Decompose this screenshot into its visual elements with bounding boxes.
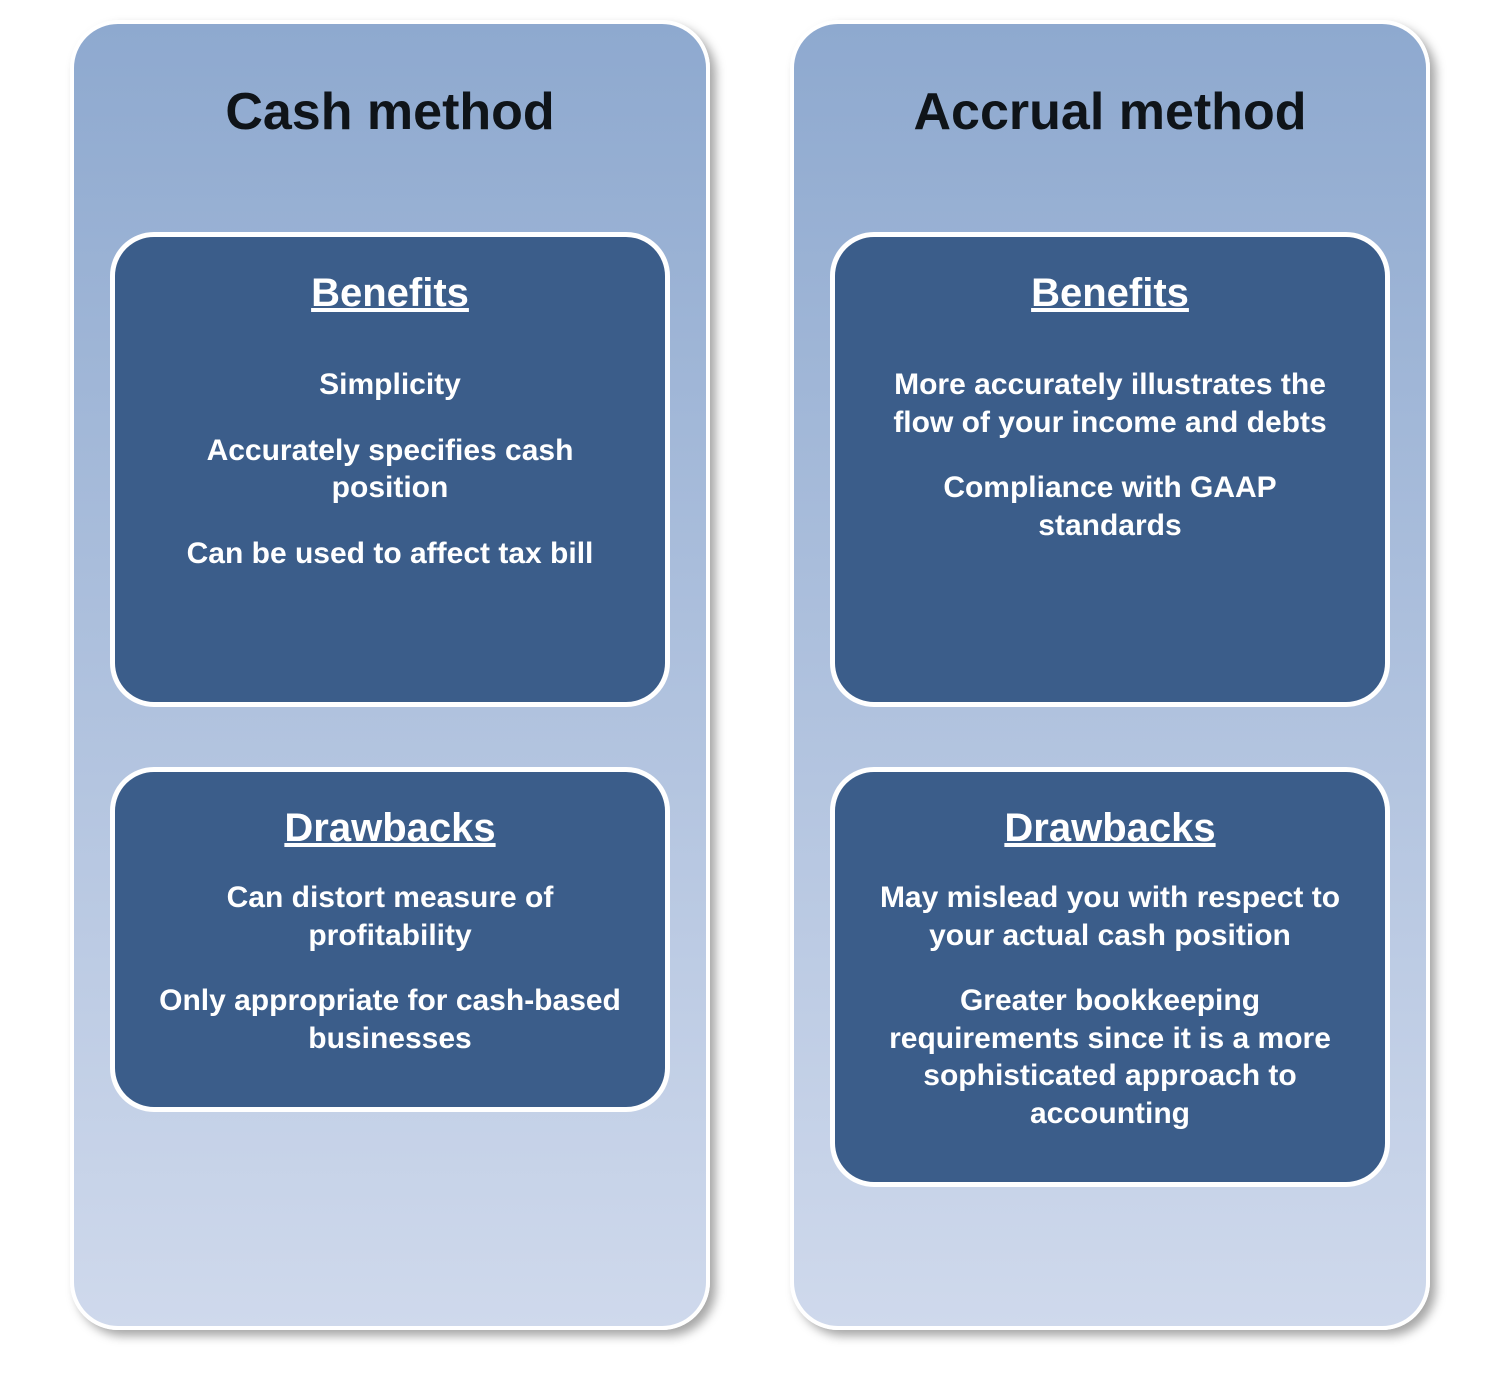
card-heading-drawbacks: Drawbacks <box>1004 806 1215 851</box>
list-item: Can distort measure of profitability <box>149 879 631 954</box>
card-heading-benefits: Benefits <box>311 271 469 316</box>
list-item: Can be used to affect tax bill <box>187 535 594 573</box>
card-heading-drawbacks: Drawbacks <box>284 806 495 851</box>
list-item: Compliance with GAAP standards <box>869 469 1351 544</box>
list-item: Only appropriate for cash-based business… <box>149 982 631 1057</box>
panel-title: Cash method <box>110 82 670 142</box>
panel-accrual-method: Accrual method Benefits More accurately … <box>790 20 1430 1330</box>
drawbacks-card: Drawbacks May mislead you with respect t… <box>830 767 1390 1187</box>
list-item: Greater bookkeeping requirements since i… <box>869 982 1351 1132</box>
list-item: Accurately specifies cash position <box>149 432 631 507</box>
panel-cash-method: Cash method Benefits Simplicity Accurate… <box>70 20 710 1330</box>
card-heading-benefits: Benefits <box>1031 271 1189 316</box>
benefits-card: Benefits Simplicity Accurately specifies… <box>110 232 670 707</box>
list-item: More accurately illustrates the flow of … <box>869 366 1351 441</box>
list-item: Simplicity <box>319 366 461 404</box>
benefits-card: Benefits More accurately illustrates the… <box>830 232 1390 707</box>
list-item: May mislead you with respect to your act… <box>869 879 1351 954</box>
panel-title: Accrual method <box>830 82 1390 142</box>
drawbacks-card: Drawbacks Can distort measure of profita… <box>110 767 670 1112</box>
